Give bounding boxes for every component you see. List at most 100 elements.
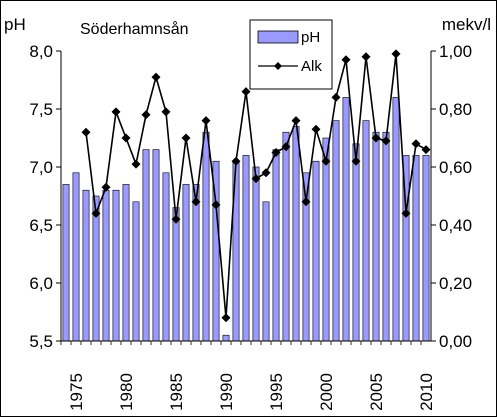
bar-ph-1990 (222, 334, 230, 342)
bar-ph-1994 (262, 201, 270, 342)
bar-ph-1992 (242, 155, 250, 342)
bar-ph-1993 (252, 166, 260, 342)
alk-marker-1979 (111, 107, 121, 117)
legend-ph-label: pH (301, 29, 320, 46)
y-left-tick-label: 7,0 (29, 158, 53, 177)
legend: pH Alk (249, 19, 333, 90)
y-left-tick-label: 5,5 (29, 332, 53, 351)
bar-ph-2000 (322, 137, 330, 342)
alk-marker-1980 (121, 133, 131, 143)
bar-ph-2006 (382, 131, 390, 342)
bar-ph-1981 (132, 201, 140, 342)
alk-marker-2005 (371, 133, 381, 143)
bar-ph-2007 (392, 97, 400, 342)
alk-marker-2001 (331, 92, 341, 102)
y-right-tick-label: 1,00 (439, 42, 472, 61)
y-left-axis-title: pH (4, 15, 26, 34)
bar-ph-1999 (312, 160, 320, 342)
alk-marker-1998 (301, 197, 311, 207)
alk-marker-1992 (241, 87, 251, 97)
y-right-tick-label: 0,60 (439, 158, 472, 177)
alk-marker-1984 (161, 107, 171, 117)
alk-marker-2000 (321, 156, 331, 166)
x-tick-label: 2010 (417, 373, 436, 411)
bar-ph-2010 (422, 155, 430, 342)
alk-marker-1981 (131, 159, 141, 169)
alk-marker-2007 (391, 49, 401, 59)
alk-marker-1987 (191, 197, 201, 207)
alk-marker-1999 (311, 124, 321, 134)
legend-alk-marker (274, 62, 282, 70)
legend-alk-label: Alk (301, 58, 322, 75)
bar-ph-1986 (182, 184, 190, 342)
alk-marker-1996 (281, 142, 291, 152)
legend-ph-swatch (257, 30, 299, 44)
bar-ph-1997 (292, 126, 300, 342)
line-series-alk (81, 49, 431, 323)
bar-ph-1975 (72, 172, 80, 342)
chart-title: Söderhamnsån (80, 20, 189, 38)
y-right-tick-label: 0,00 (439, 332, 472, 351)
alk-marker-2009 (411, 139, 421, 149)
y-left-tick-label: 6,0 (29, 274, 53, 293)
bar-ph-1982 (142, 149, 150, 342)
bar-ph-1995 (272, 149, 280, 342)
y-left-tick-label: 8,0 (29, 42, 53, 61)
bar-ph-1983 (152, 149, 160, 342)
bar-ph-1978 (102, 189, 110, 342)
bar-ph-2002 (342, 97, 350, 342)
alk-marker-1994 (261, 168, 271, 178)
bar-ph-1988 (202, 131, 210, 342)
axes (56, 50, 436, 345)
x-tick-label: 1990 (217, 373, 236, 411)
alk-marker-1982 (141, 110, 151, 120)
y-right-axis-title: mekv/l (442, 15, 491, 34)
alk-marker-1985 (171, 214, 181, 224)
bar-ph-2004 (362, 120, 370, 342)
y-right-tick-label: 0,40 (439, 216, 472, 235)
alk-marker-2002 (341, 55, 351, 65)
x-tick-label: 2000 (317, 373, 336, 411)
x-tick-label: 1980 (117, 373, 136, 411)
y-right-tick-label: 0,20 (439, 274, 472, 293)
x-tick-label: 1975 (67, 373, 86, 411)
alk-marker-1989 (211, 200, 221, 210)
bar-ph-1980 (122, 184, 130, 342)
x-tick-label: 1995 (267, 373, 286, 411)
bar-ph-1974 (62, 184, 70, 342)
alk-marker-1978 (101, 182, 111, 192)
alk-marker-2008 (401, 208, 411, 218)
alk-marker-1988 (201, 116, 211, 126)
bar-ph-2003 (352, 143, 360, 342)
bar-ph-1985 (172, 207, 180, 342)
bar-ph-1979 (112, 189, 120, 342)
y-right-tick-label: 0,80 (439, 100, 472, 119)
alk-marker-1995 (271, 148, 281, 157)
x-tick-label: 1985 (167, 373, 186, 411)
alk-marker-1976 (81, 127, 91, 137)
y-left-tick-label: 7,5 (29, 100, 53, 119)
bar-series-ph (62, 97, 430, 342)
alk-marker-1977 (91, 208, 101, 218)
bar-ph-2005 (372, 131, 380, 342)
alk-marker-1986 (181, 133, 191, 143)
bar-ph-1976 (82, 189, 90, 342)
bar-ph-1987 (192, 184, 200, 342)
bar-ph-2009 (412, 155, 420, 342)
bar-ph-2001 (332, 120, 340, 342)
alk-marker-2006 (381, 136, 391, 146)
alk-marker-2003 (351, 156, 361, 166)
bar-ph-1996 (282, 131, 290, 342)
alk-marker-1997 (291, 116, 301, 126)
alk-marker-2004 (361, 52, 371, 62)
alk-marker-2010 (421, 145, 431, 155)
alk-marker-1990 (221, 313, 231, 323)
x-tick-label: 2005 (367, 373, 386, 411)
alk-marker-1993 (251, 174, 261, 184)
alk-marker-1983 (151, 72, 161, 82)
alk-marker-1991 (231, 156, 241, 166)
bar-ph-1984 (162, 172, 170, 342)
y-left-tick-label: 6,5 (29, 216, 53, 235)
tick-labels: 5,5 6,0 6,5 7,0 7,5 8,0 0,00 0,20 0,40 0,60 0,80 1,… (29, 42, 472, 411)
